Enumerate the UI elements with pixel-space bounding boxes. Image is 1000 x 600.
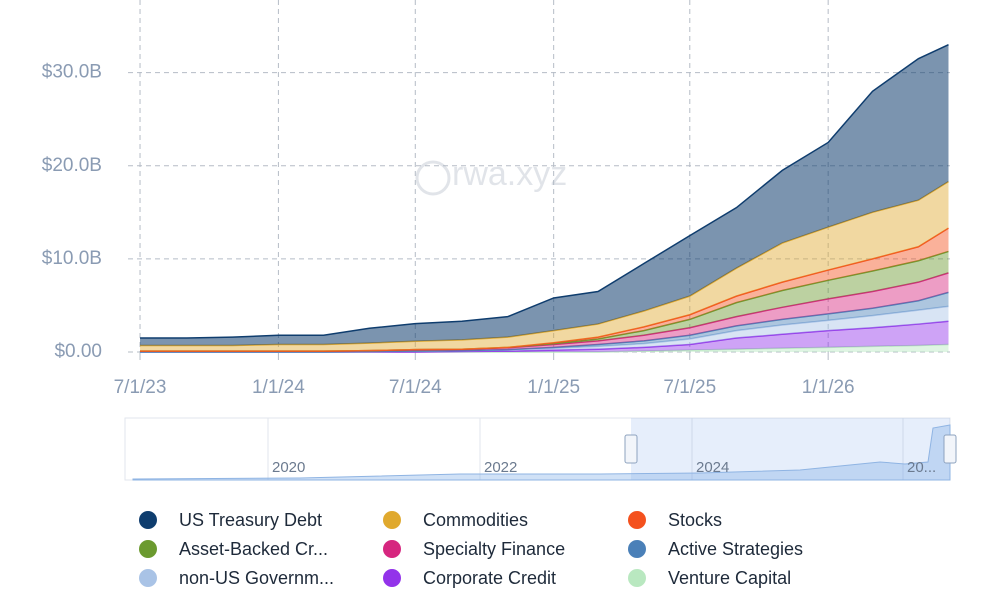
legend-swatch [628,569,646,587]
legend-label: Stocks [668,510,722,530]
legend-swatch [383,540,401,558]
legend-item[interactable]: non-US Governm... [139,568,334,588]
legend-label: Specialty Finance [423,539,565,559]
area [140,44,949,346]
legend-item[interactable]: Commodities [383,510,528,530]
legend-label: Active Strategies [668,539,803,559]
legend-item[interactable]: Asset-Backed Cr... [139,539,328,559]
legend-swatch [628,511,646,529]
plot: $0.00 $10.0B $20.0B $30.0B 7/1/23 1/1/24 7/1/2… [42,0,950,398]
area [140,292,949,352]
legend-label: non-US Governm... [179,568,334,588]
legend-item[interactable]: US Treasury Debt [139,510,322,530]
navigator-label: 2022 [484,459,517,476]
navigator-label: 20... [907,459,936,476]
x-tick-label: 7/1/25 [663,377,716,398]
legend-label: Venture Capital [668,568,791,588]
navigator-selection[interactable] [631,418,950,480]
watermark-logo [415,160,451,196]
legend-swatch [383,569,401,587]
y-tick-label: $10.0B [42,248,102,269]
legend-label: Asset-Backed Cr... [179,539,328,559]
x-tick-label: 7/1/23 [114,377,167,398]
area-line [140,291,949,353]
x-tick-label: 1/1/26 [802,377,855,398]
legend-item[interactable]: Stocks [628,510,722,530]
legend-item[interactable]: Corporate Credit [383,568,556,588]
area [140,344,949,352]
legend-label: US Treasury Debt [179,510,322,530]
area [140,251,949,352]
navigator-handle[interactable] [624,434,638,464]
legend-swatch [628,540,646,558]
legend-swatch [139,569,157,587]
area [140,272,949,352]
legend-label: Corporate Credit [423,568,556,588]
area-line [140,44,949,339]
x-tick-label: 1/1/25 [527,377,580,398]
watermark: rwa.xyz [415,155,567,196]
navigator-frame [124,417,951,481]
watermark-text: rwa.xyz [452,155,567,193]
legend-swatch [139,511,157,529]
legend-swatch [139,540,157,558]
x-tick-label: 1/1/24 [252,377,305,398]
y-tick-label: $0.00 [54,341,102,362]
x-tick-label: 7/1/24 [389,377,442,398]
navigator-label: 2024 [696,459,729,476]
navigator[interactable]: 2020 2022 2024 20... [124,417,957,481]
y-tick-label: $20.0B [42,155,102,176]
area-line [140,227,949,352]
legend-item[interactable]: Specialty Finance [383,539,565,559]
legend-item[interactable]: Venture Capital [628,568,791,588]
area [140,306,949,352]
y-tick-label: $30.0B [42,62,102,83]
navigator-handle[interactable] [943,434,957,464]
navigator-label: 2020 [272,459,305,476]
legend-swatch [383,511,401,529]
area [140,321,949,352]
legend-label: Commodities [423,510,528,530]
legend-item[interactable]: Active Strategies [628,539,803,559]
area [140,181,949,352]
